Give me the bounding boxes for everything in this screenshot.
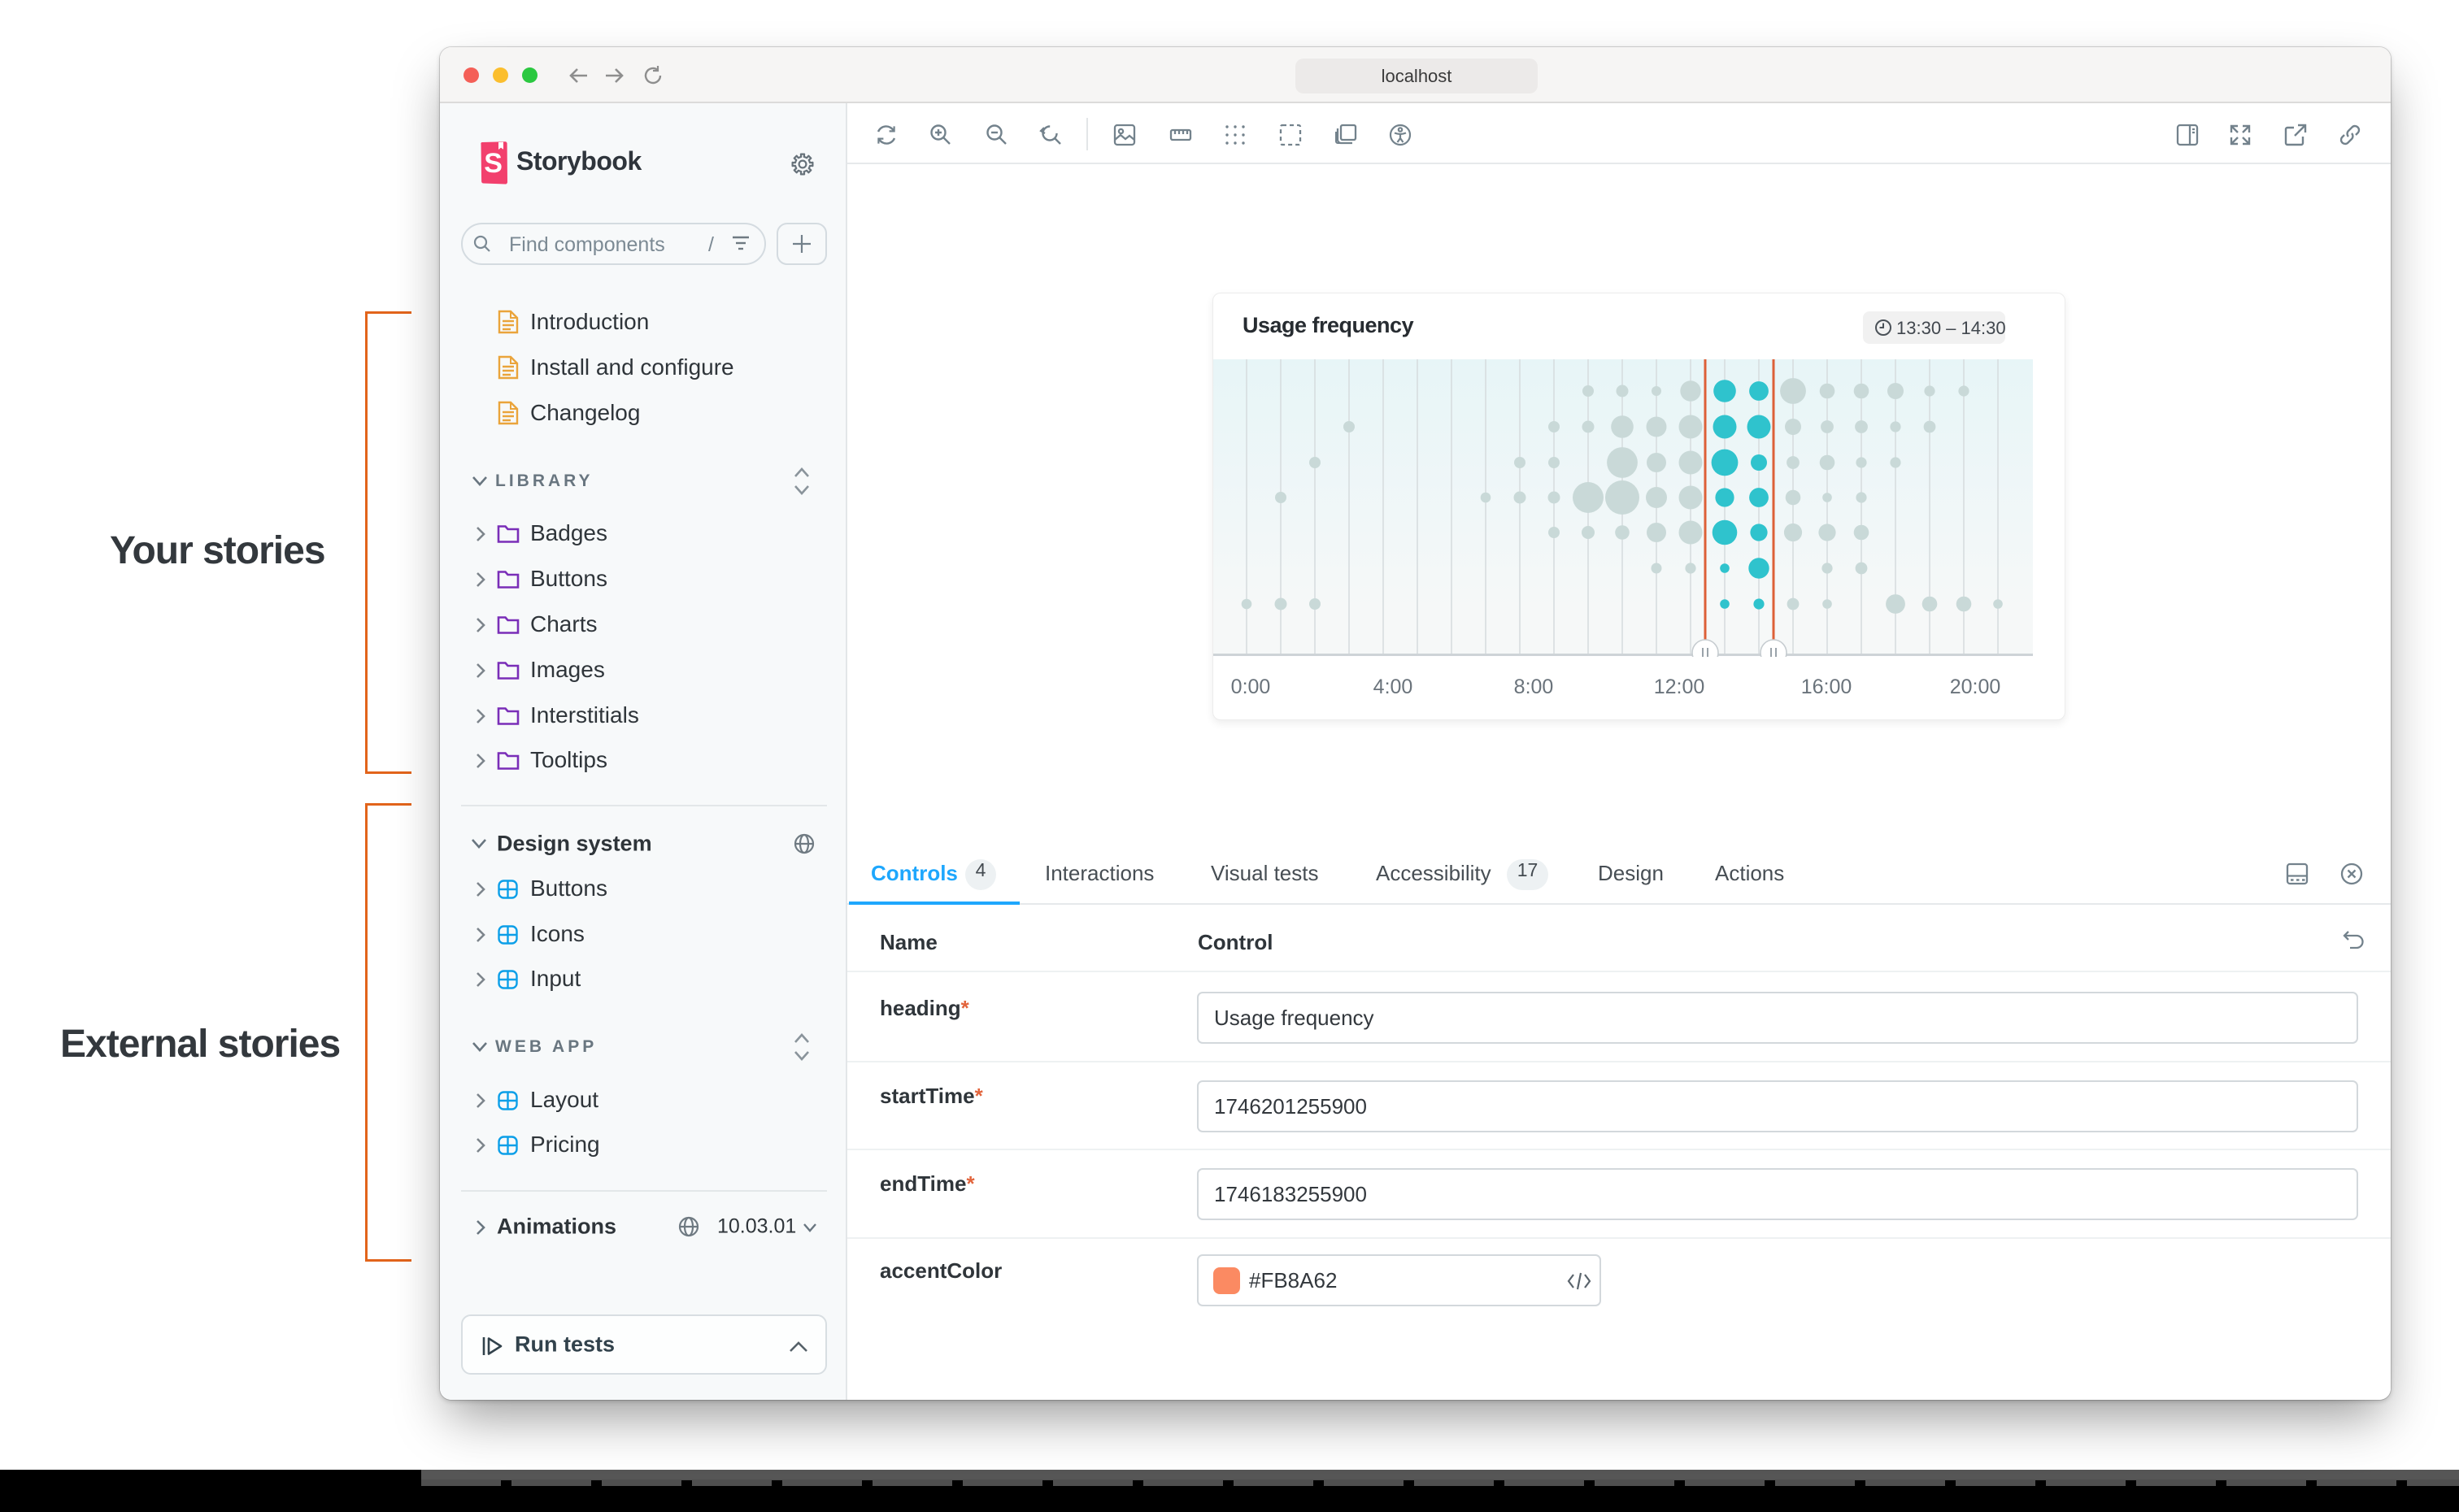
svg-text:S: S xyxy=(484,148,503,179)
